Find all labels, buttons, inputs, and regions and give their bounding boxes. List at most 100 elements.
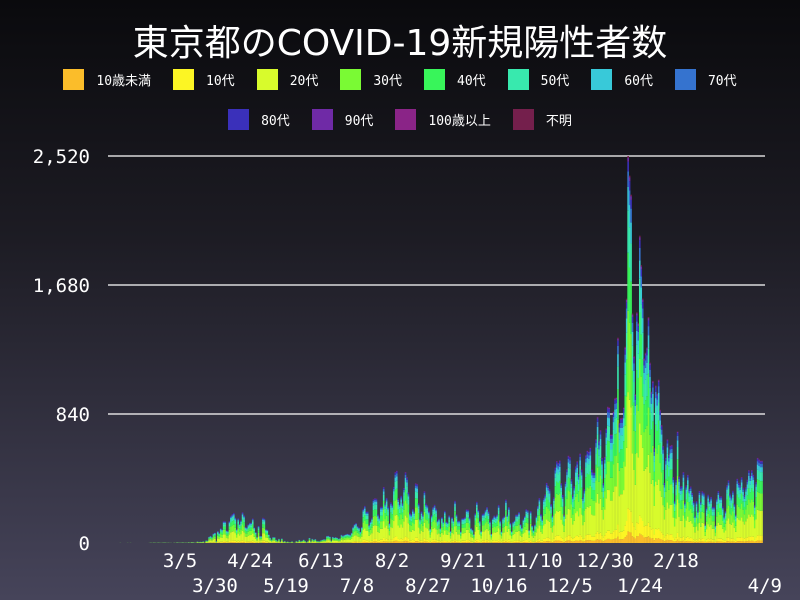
bar-segment (689, 520, 692, 538)
bar-segment (502, 540, 504, 543)
legend-item[interactable]: 10代 (173, 69, 235, 90)
bar-segment (557, 511, 560, 536)
bar-segment (544, 541, 547, 543)
bar-segment (641, 396, 644, 448)
bar-segment (628, 190, 631, 206)
bar-segment (359, 534, 362, 537)
day-bar (222, 521, 225, 543)
bar-segment (666, 480, 669, 503)
bar-segment (240, 534, 242, 541)
bar-segment (209, 538, 212, 541)
bar-segment (436, 523, 439, 526)
bar-segment (426, 541, 429, 543)
legend-item[interactable]: 20代 (256, 69, 318, 90)
bar-segment (654, 407, 657, 425)
bar-segment (606, 407, 609, 409)
bar-segment (362, 539, 365, 542)
legend-item[interactable]: 80代 (228, 109, 290, 130)
bar-segment (394, 500, 397, 516)
bar-segment (660, 429, 663, 435)
bar-segment (620, 539, 622, 543)
bar-segment (395, 480, 398, 489)
bar-segment (243, 532, 245, 541)
bar-segment (234, 521, 237, 524)
bar-segment (467, 510, 469, 511)
bar-segment (633, 358, 635, 364)
bar-segment (550, 527, 552, 540)
legend-label: 90代 (344, 114, 374, 129)
bar-segment (617, 337, 619, 339)
bar-segment (492, 527, 494, 534)
bar-segment (644, 428, 647, 469)
bar-segment (620, 531, 622, 540)
day-bar (215, 541, 218, 543)
bar-segment (457, 521, 459, 523)
legend-item[interactable]: 50代 (507, 69, 569, 90)
bar-segment (537, 520, 539, 529)
bar-segment (349, 538, 352, 540)
bar-segment (676, 435, 679, 441)
bar-segment (538, 499, 541, 502)
bar-segment (650, 412, 653, 430)
legend-item[interactable]: 10歳未満 (63, 69, 151, 90)
bar-segment (362, 513, 365, 518)
bar-segment (615, 408, 618, 418)
bar-segment (234, 519, 237, 522)
legend-item[interactable]: 70代 (674, 69, 737, 90)
bar-segment (477, 539, 480, 542)
bar-segment (452, 521, 455, 522)
bar-segment (611, 438, 613, 443)
bar-segment (384, 508, 386, 514)
bar-segment (681, 490, 683, 495)
day-bar (567, 455, 570, 543)
bar-segment (393, 500, 395, 510)
day-bar (525, 509, 528, 543)
bar-segment (663, 487, 666, 492)
bar-segment (404, 500, 407, 516)
bar-segment (444, 530, 446, 541)
bar-segment (512, 523, 514, 525)
legend-item[interactable]: 90代 (311, 109, 374, 130)
day-bar (333, 537, 336, 543)
legend-item[interactable]: 30代 (340, 69, 402, 90)
bar-segment (589, 455, 592, 461)
bar-segment (545, 506, 548, 520)
bar-segment (371, 521, 373, 524)
bar-segment (518, 514, 520, 517)
legend-item[interactable]: 不明 (512, 109, 572, 130)
bar-segment (612, 412, 615, 414)
bar-segment (206, 542, 209, 543)
day-bar (302, 539, 305, 543)
bar-segment (532, 535, 535, 538)
bar-segment (426, 506, 429, 509)
day-bar (436, 520, 439, 543)
bar-segment (688, 510, 691, 522)
bar-segment (429, 532, 432, 535)
legend-item[interactable]: 100歳以上 (395, 109, 491, 130)
bar-segment (526, 523, 529, 531)
bar-segment (221, 534, 223, 538)
bar-segment (602, 483, 605, 486)
bar-segment (256, 537, 258, 539)
legend-item[interactable]: 40代 (424, 69, 486, 90)
day-bar (394, 471, 397, 543)
bar-segment (355, 541, 357, 543)
bar-segment (369, 521, 372, 523)
bar-segment (395, 488, 398, 500)
bar-segment (474, 531, 477, 541)
bar-segment (580, 487, 583, 499)
bar-segment (219, 534, 222, 538)
bar-segment (676, 499, 679, 533)
day-bar (448, 515, 450, 543)
bar-segment (564, 506, 567, 519)
bar-segment (570, 541, 573, 543)
bar-segment (230, 516, 232, 517)
bar-segment (377, 514, 379, 516)
day-bar (365, 511, 368, 543)
legend-item[interactable]: 60代 (591, 69, 653, 90)
bar-segment (598, 503, 600, 534)
bar-segment (333, 539, 336, 541)
day-bar (492, 517, 494, 543)
bar-segment (230, 522, 232, 527)
day-bar (609, 434, 612, 543)
